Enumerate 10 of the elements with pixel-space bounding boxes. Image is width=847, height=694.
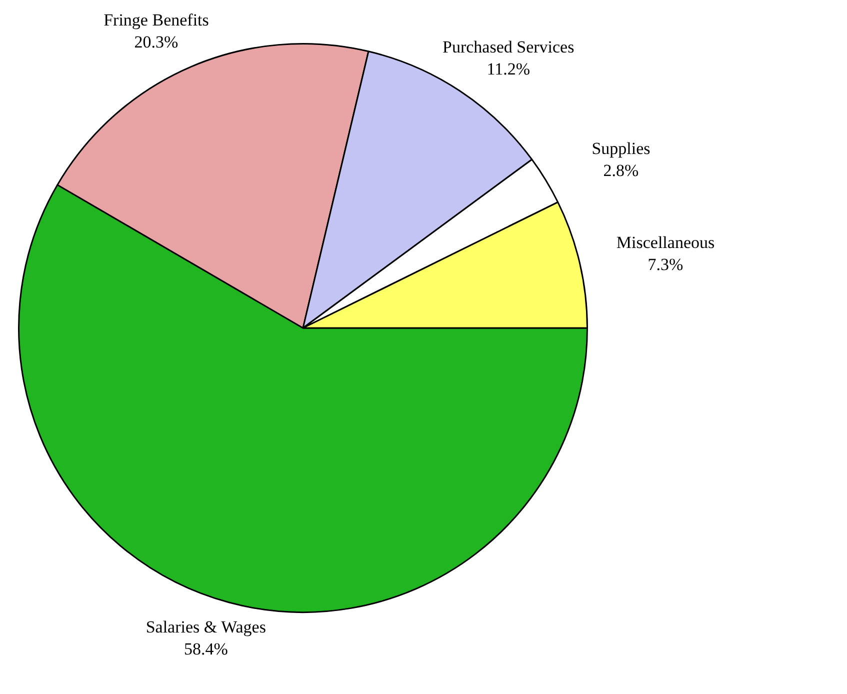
slice-label: Purchased Services xyxy=(442,38,574,57)
data-label: 2.8% xyxy=(603,160,639,180)
slice-label: Fringe Benefits xyxy=(104,10,209,30)
slice-label: Miscellaneous xyxy=(616,233,715,252)
data-label: 58.4% xyxy=(184,640,228,659)
data-label: 7.3% xyxy=(648,255,684,274)
slice-label: Supplies xyxy=(592,138,650,158)
slice-label: Salaries & Wages xyxy=(146,618,266,637)
data-label: 11.2% xyxy=(486,60,530,79)
data-label: 20.3% xyxy=(134,32,178,52)
